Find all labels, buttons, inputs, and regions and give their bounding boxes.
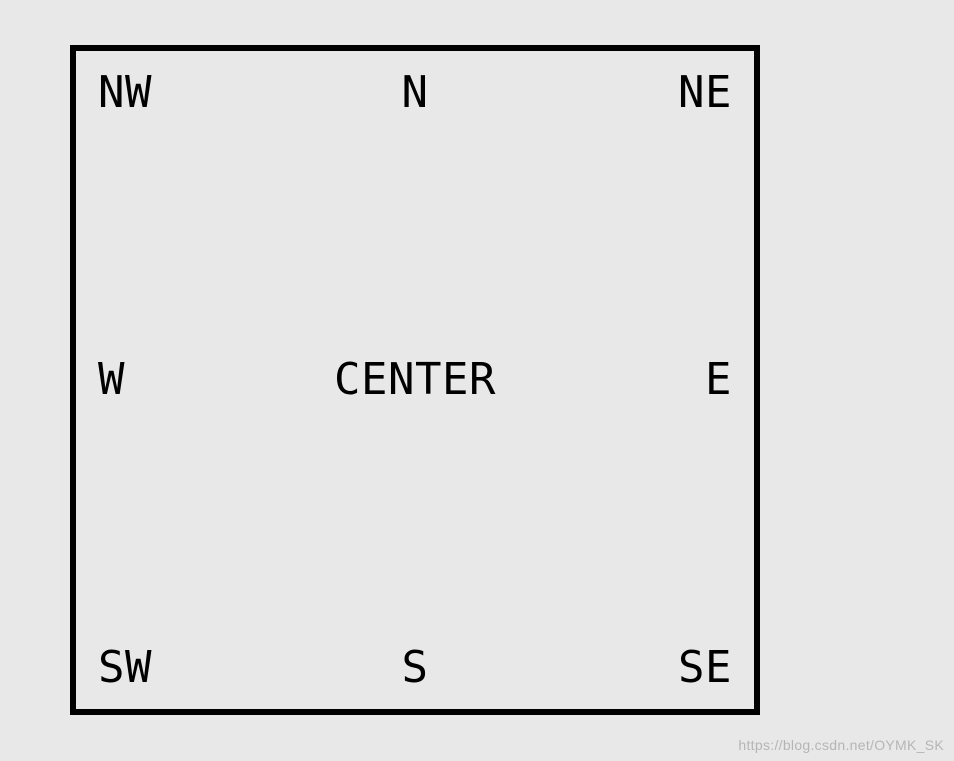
- anchor-label-sw: SW: [98, 484, 309, 693]
- anchor-label-se: SE: [521, 484, 732, 693]
- anchor-label-n: N: [309, 67, 520, 276]
- anchor-diagram-box: NW N NE W CENTER E SW S SE: [70, 45, 760, 715]
- anchor-label-center: CENTER: [309, 276, 520, 485]
- anchor-label-nw: NW: [98, 67, 309, 276]
- anchor-label-e: E: [521, 276, 732, 485]
- anchor-label-s: S: [309, 484, 520, 693]
- anchor-label-ne: NE: [521, 67, 732, 276]
- watermark-text: https://blog.csdn.net/OYMK_SK: [738, 737, 944, 753]
- anchor-label-w: W: [98, 276, 309, 485]
- anchor-grid: NW N NE W CENTER E SW S SE: [76, 51, 754, 709]
